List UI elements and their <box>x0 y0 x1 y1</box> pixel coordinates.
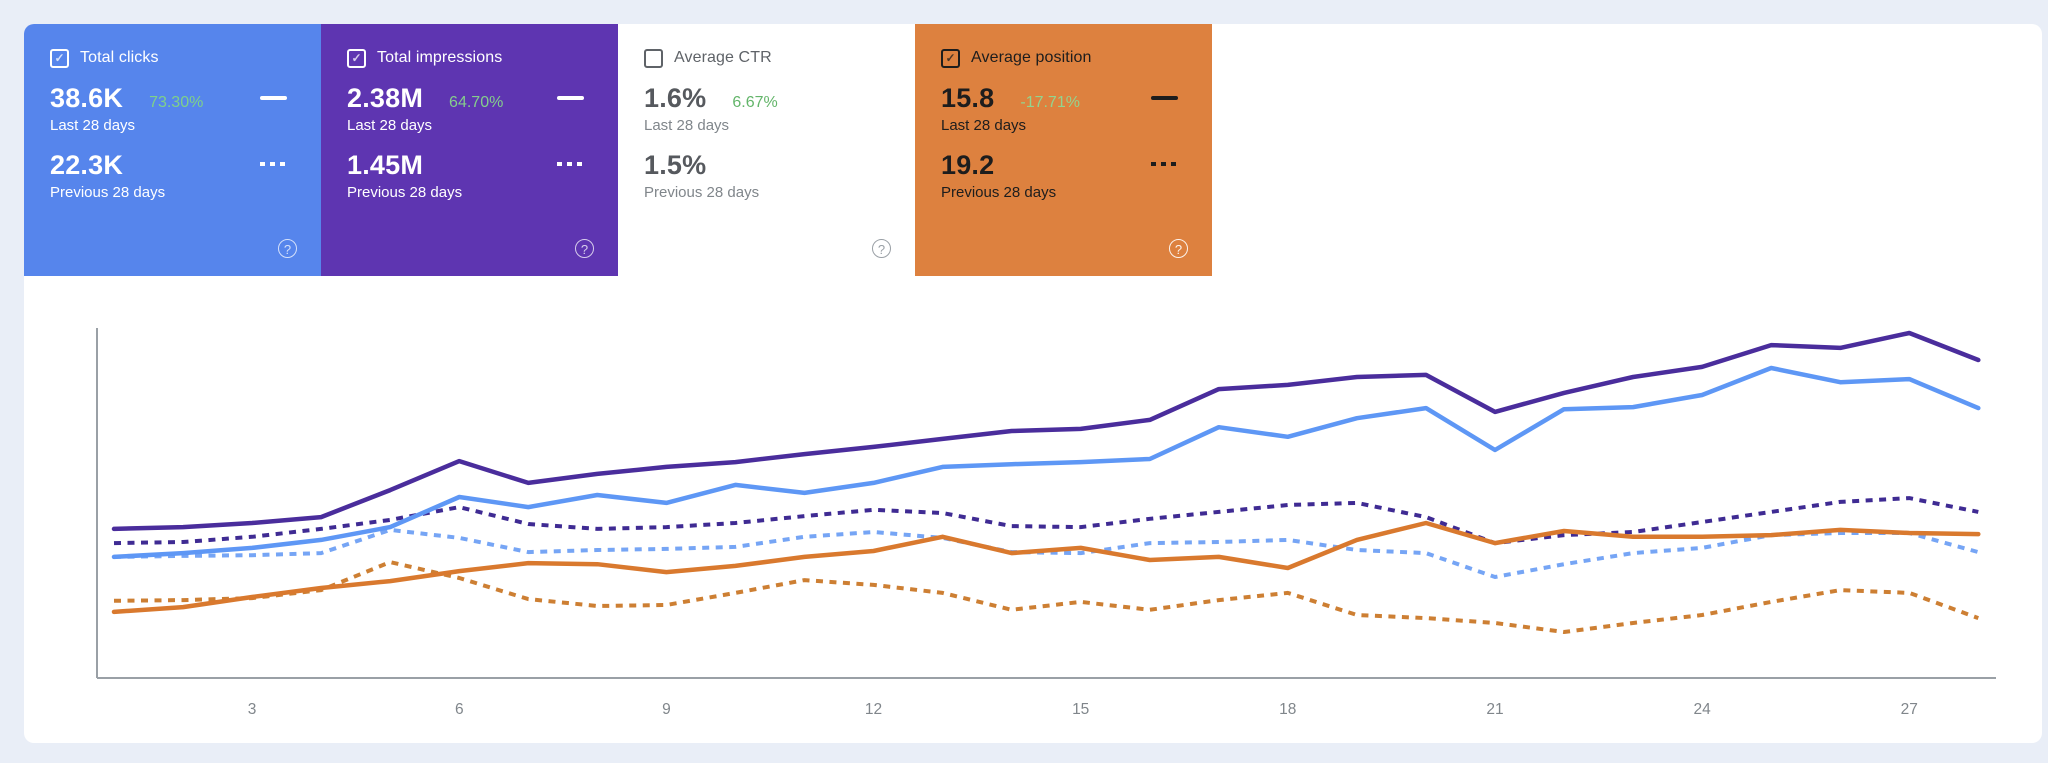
primary-value: 38.6K <box>50 83 124 113</box>
card-title: Total clicks <box>80 49 159 66</box>
secondary-value-row: 22.3K <box>50 149 321 181</box>
checkbox-unchecked-icon[interactable] <box>644 48 663 68</box>
primary-label: Last 28 days <box>941 117 1027 134</box>
dashed-line-legend-icon <box>557 162 584 166</box>
secondary-label: Previous 28 days <box>347 184 463 201</box>
check-mark: ✓ <box>351 50 362 65</box>
x-tick-label: 9 <box>662 701 671 718</box>
card-title-row: ✓ Total impressions <box>347 48 618 68</box>
solid-line-legend-icon <box>1151 96 1178 100</box>
solid-line-legend-icon <box>260 96 287 100</box>
card-title-row: ✓ Total clicks <box>50 48 321 68</box>
secondary-value-row: 19.2 <box>941 149 1212 181</box>
check-mark: ✓ <box>945 50 956 65</box>
help-icon[interactable]: ? <box>575 239 594 258</box>
primary-value-row: 2.38M 64.70% <box>347 82 618 114</box>
x-tick-label: 21 <box>1486 701 1503 718</box>
metric-cards-row: ✓ Total clicks 38.6K 73.30% Last 28 days… <box>24 24 1212 276</box>
secondary-value: 1.5% <box>644 150 707 180</box>
solid-line-legend-icon <box>557 96 584 100</box>
x-tick-label: 6 <box>455 701 464 718</box>
check-mark: ✓ <box>54 50 65 65</box>
card-title: Average position <box>971 49 1092 66</box>
card-average-position[interactable]: ✓ Average position 15.8 -17.71% Last 28 … <box>915 24 1212 276</box>
change-percent: -17.71% <box>1020 94 1080 111</box>
primary-value-row: 15.8 -17.71% <box>941 82 1212 114</box>
performance-chart[interactable]: 3 6 9 12 15 18 21 24 27 <box>40 310 2000 740</box>
card-total-clicks[interactable]: ✓ Total clicks 38.6K 73.30% Last 28 days… <box>24 24 321 276</box>
card-total-impressions[interactable]: ✓ Total impressions 2.38M 64.70% Last 28… <box>321 24 618 276</box>
chart-line-total-impressions-last-28-days <box>111 330 1981 532</box>
help-icon[interactable]: ? <box>872 239 891 258</box>
primary-value-row: 1.6% 6.67% <box>644 82 915 114</box>
change-percent: 6.67% <box>732 94 778 111</box>
chart-line-average-position-last-28-days <box>111 520 1981 615</box>
x-tick-label: 24 <box>1693 701 1711 718</box>
chart-line-total-clicks-previous-28-days <box>113 527 1979 579</box>
change-percent: 64.70% <box>449 94 504 111</box>
chart-line-total-clicks-last-28-days <box>111 365 1981 560</box>
card-average-ctr[interactable]: Average CTR 1.6% 6.67% Last 28 days 1.5%… <box>618 24 915 276</box>
primary-value-row: 38.6K 73.30% <box>50 82 321 114</box>
card-title-row: Average CTR <box>644 48 915 68</box>
help-icon[interactable]: ? <box>1169 239 1188 258</box>
secondary-value: 1.45M <box>347 150 424 180</box>
dashed-line-legend-icon <box>1151 162 1178 166</box>
secondary-value: 19.2 <box>941 150 995 180</box>
secondary-value-row: 1.5% <box>644 149 915 181</box>
secondary-value-row: 1.45M <box>347 149 618 181</box>
checkbox-checked-icon[interactable]: ✓ <box>50 48 69 68</box>
checkbox-checked-icon[interactable]: ✓ <box>347 48 366 68</box>
checkbox-checked-icon[interactable]: ✓ <box>941 48 960 68</box>
x-tick-label: 15 <box>1072 701 1089 718</box>
x-tick-label: 12 <box>865 701 882 718</box>
card-title-row: ✓ Average position <box>941 48 1212 68</box>
primary-value: 15.8 <box>941 83 995 113</box>
card-title: Total impressions <box>377 49 503 66</box>
secondary-label: Previous 28 days <box>644 184 760 201</box>
primary-label: Last 28 days <box>347 117 433 134</box>
x-tick-label: 3 <box>248 701 257 718</box>
x-tick-label: 27 <box>1901 701 1918 718</box>
dashboard-panel: ✓ Total clicks 38.6K 73.30% Last 28 days… <box>24 24 2042 743</box>
primary-label: Last 28 days <box>644 117 730 134</box>
help-icon[interactable]: ? <box>278 239 297 258</box>
dashed-line-legend-icon <box>260 162 287 166</box>
secondary-label: Previous 28 days <box>941 184 1057 201</box>
secondary-label: Previous 28 days <box>50 184 166 201</box>
secondary-value: 22.3K <box>50 150 124 180</box>
x-tick-label: 18 <box>1279 701 1296 718</box>
primary-value: 1.6% <box>644 83 707 113</box>
primary-value: 2.38M <box>347 83 424 113</box>
change-percent: 73.30% <box>149 94 204 111</box>
chart-line-average-position-previous-28-days <box>113 560 1979 634</box>
primary-label: Last 28 days <box>50 117 136 134</box>
card-title: Average CTR <box>674 49 772 66</box>
